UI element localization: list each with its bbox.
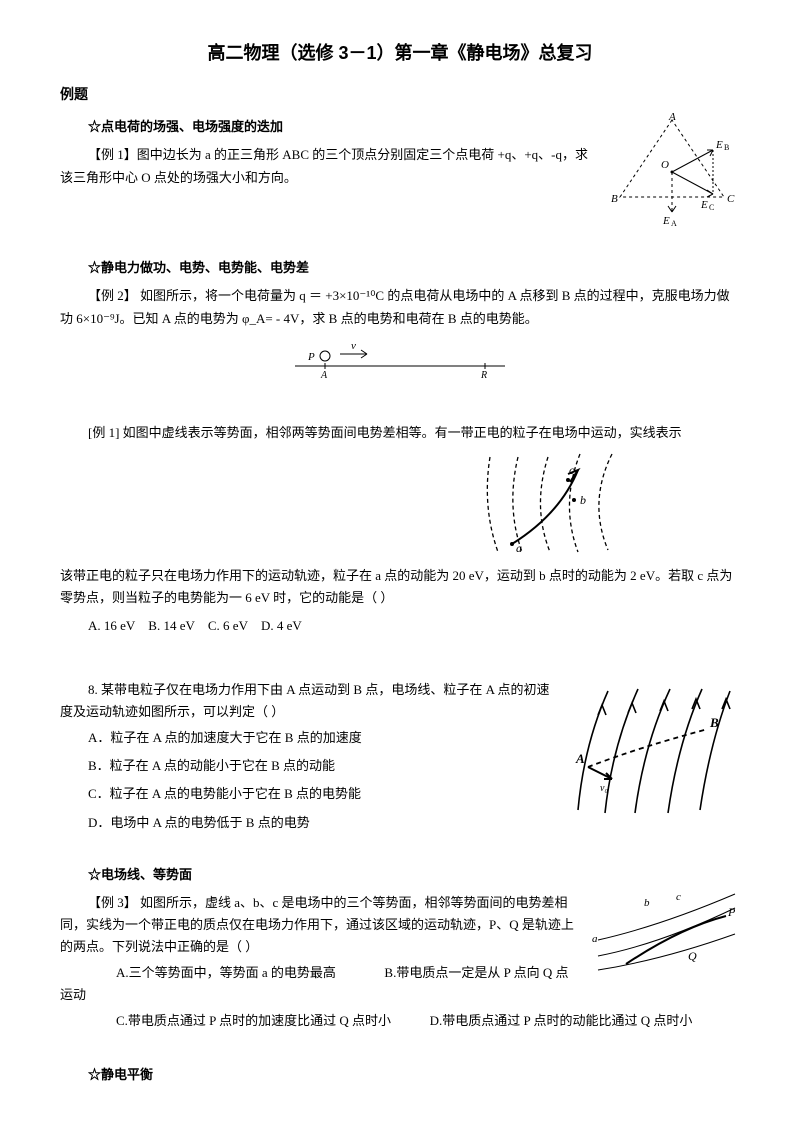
- svg-text:E: E: [715, 139, 723, 151]
- subex1-text: 如图中虚线表示等势面，相邻两等势面间电势差相等。有一带正电的粒子在电场中运动，实…: [119, 425, 681, 440]
- svg-text:A: A: [671, 219, 677, 227]
- svg-text:a: a: [516, 541, 522, 555]
- sub-work-potential: ☆静电力做功、电势、电势能、电势差: [60, 257, 740, 279]
- ex3-opt-a: A.三个等势面中，等势面 a 的电势最高: [116, 965, 336, 980]
- page-title: 高二物理（选修 3－1）第一章《静电场》总复习: [60, 38, 740, 69]
- svg-text:v: v: [351, 340, 356, 352]
- svg-text:A: A: [575, 751, 585, 766]
- sub-field-lines: ☆电场线、等势面: [60, 864, 740, 886]
- svg-text:v₀: v₀: [600, 783, 608, 794]
- svg-text:C: C: [727, 193, 735, 205]
- q8-label: 8.: [88, 682, 98, 697]
- q8-text: 某带电粒子仅在电场力作用下由 A 点运动到 B 点，电场线、粒子在 A 点的初速…: [60, 682, 550, 719]
- svg-text:B: B: [709, 715, 719, 730]
- svg-text:B: B: [611, 193, 618, 205]
- svg-text:c: c: [676, 892, 681, 903]
- svg-text:A: A: [668, 112, 676, 123]
- figure-abc-equipotential: a b c P Q: [590, 892, 740, 972]
- ex1-label: 【例 1】: [88, 147, 137, 162]
- ex1-text: 图中边长为 a 的正三角形 ABC 的三个顶点分别固定三个点电荷 +q、+q、-…: [60, 147, 588, 184]
- subex1-options: A. 16 eV B. 14 eV C. 6 eV D. 4 eV: [60, 615, 740, 637]
- ex3-text: 如图所示，虚线 a、b、c 是电场中的三个等势面，相邻等势面间的电势差相同，实线…: [60, 895, 574, 954]
- svg-text:P: P: [307, 351, 315, 363]
- svg-text:P: P: [727, 905, 736, 919]
- opt-b: B. 14 eV: [148, 618, 195, 633]
- svg-text:A: A: [320, 370, 328, 378]
- ex3-opt-d: D.带电质点通过 P 点时的动能比通过 Q 点时小: [430, 1013, 693, 1028]
- svg-text:c: c: [569, 463, 575, 477]
- svg-text:E: E: [700, 199, 708, 211]
- subex1-label: [例 1]: [88, 425, 119, 440]
- ex3-opt-c: C.带电质点通过 P 点时的加速度比通过 Q 点时小: [116, 1013, 391, 1028]
- svg-text:E: E: [662, 215, 670, 227]
- ex2-label: 【例 2】: [88, 288, 137, 303]
- svg-text:b: b: [644, 897, 650, 909]
- ex3-row2: C.带电质点通过 P 点时的加速度比通过 Q 点时小 D.带电质点通过 P 点时…: [60, 1010, 740, 1032]
- sub-example-1: [例 1] 如图中虚线表示等势面，相邻两等势面间电势差相等。有一带正电的粒子在电…: [60, 422, 740, 444]
- svg-text:C: C: [709, 203, 714, 212]
- sub-example-1-cont: 该带正电的粒子只在电场力作用下的运动轨迹，粒子在 a 点的动能为 20 eV，运…: [60, 565, 740, 609]
- figure-field-lines: A B v₀: [560, 685, 740, 815]
- opt-c: C. 6 eV: [208, 618, 248, 633]
- figure-line-pv: P v A R: [285, 338, 515, 378]
- opt-a: A. 16 eV: [88, 618, 135, 633]
- ex2-text: 如图所示，将一个电荷量为 q ＝ +3×10⁻¹⁰C 的点电荷从电场中的 A 点…: [60, 288, 730, 325]
- figure-equipotential: a b c: [470, 452, 630, 557]
- svg-text:B: B: [724, 143, 729, 152]
- svg-text:O: O: [661, 159, 669, 171]
- section-examples: 例题: [60, 83, 740, 107]
- sub-electrostatic-balance: ☆静电平衡: [60, 1064, 740, 1086]
- svg-text:a: a: [592, 933, 598, 945]
- example-2: 【例 2】 如图所示，将一个电荷量为 q ＝ +3×10⁻¹⁰C 的点电荷从电场…: [60, 285, 740, 329]
- svg-text:Q: Q: [688, 949, 697, 963]
- svg-text:b: b: [580, 493, 586, 507]
- opt-d: D. 4 eV: [261, 618, 302, 633]
- figure-triangle: A B C O EA EB EC: [605, 112, 740, 227]
- ex3-label: 【例 3】: [88, 895, 137, 910]
- svg-text:R: R: [480, 370, 487, 378]
